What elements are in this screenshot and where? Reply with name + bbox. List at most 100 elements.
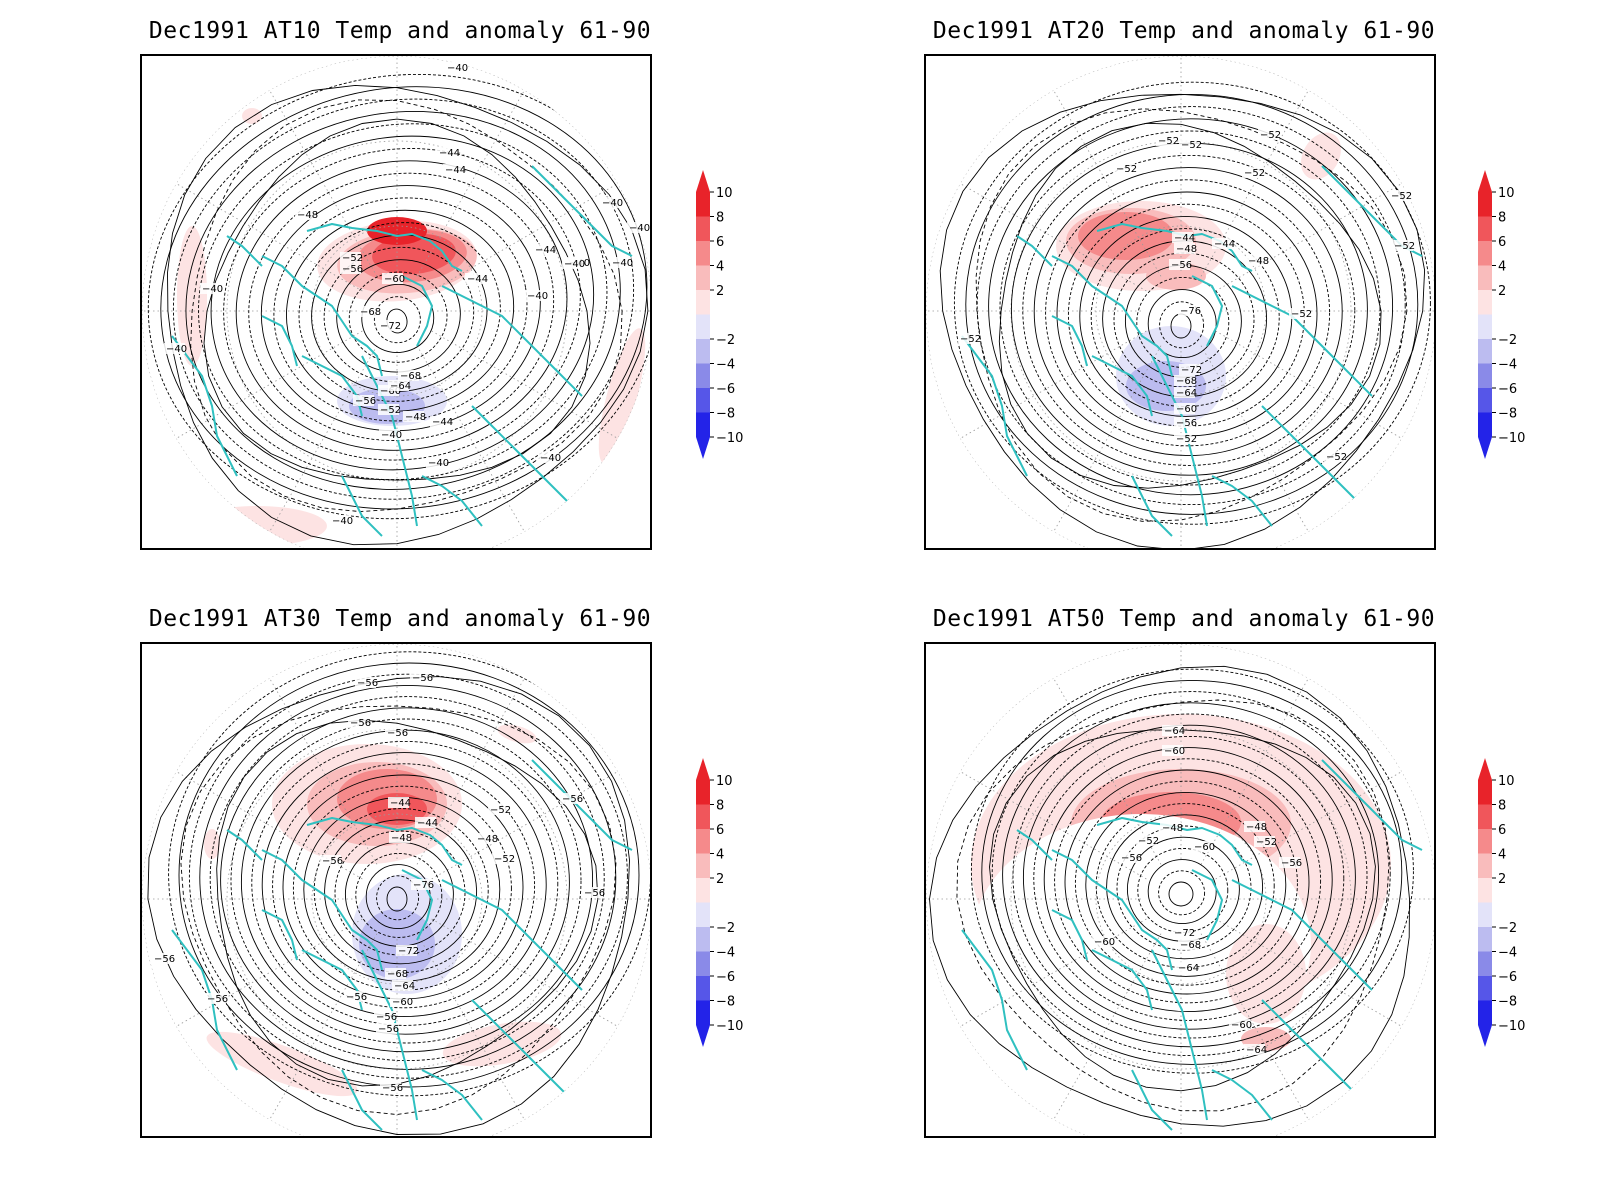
contour-label: −56 — [207, 994, 228, 1005]
graticule — [142, 56, 650, 548]
colorbar-tick-label: −6 — [716, 382, 735, 397]
contour-label: −40 — [202, 284, 223, 295]
contour-label: −56 — [562, 794, 583, 805]
colorbar-swatch — [1478, 829, 1492, 854]
anomaly-colorbar: 10 8 6 4 2 −2 −4 −6 −8 −10 — [1472, 758, 1532, 1052]
contour-label: −60 — [1176, 404, 1197, 415]
colorbar-tick-label: −6 — [716, 970, 735, 985]
colorbar-tick-label: −10 — [716, 1019, 743, 1034]
colorbar-tick-label: 2 — [1498, 284, 1506, 299]
contour-label: −44 — [1214, 239, 1235, 250]
colorbar-swatch — [1478, 339, 1492, 364]
panel-title: Dec1991 AT10 Temp and anomaly 61-90 — [148, 18, 652, 44]
colorbar-swatch — [696, 388, 710, 413]
contour-label: −52 — [494, 854, 515, 865]
anomaly-shading — [1301, 132, 1341, 180]
contour-label: −52 — [1326, 452, 1347, 463]
colorbar-top-arrow — [1478, 758, 1492, 780]
colorbar-swatch — [696, 290, 710, 315]
colorbar-bottom-arrow — [1478, 1025, 1492, 1047]
contour-label: −72 — [1174, 928, 1195, 939]
contour-label: −44 — [432, 417, 453, 428]
contour-label: −44 — [445, 165, 466, 176]
contour-label: −56 — [378, 1024, 399, 1035]
contour-label: −44 — [417, 818, 438, 829]
colorbar-top-arrow — [696, 758, 710, 780]
colorbar-swatch — [1478, 927, 1492, 952]
colorbar-tick-label: 6 — [716, 823, 724, 838]
contour-label: −40 — [612, 258, 633, 269]
contour-label: −40 — [447, 63, 468, 74]
colorbar-bottom-arrow — [696, 437, 710, 459]
colorbar-swatch — [1478, 951, 1492, 976]
colorbar-tick-label: 8 — [716, 799, 724, 814]
colorbar-swatch — [1478, 780, 1492, 805]
anomaly-colorbar: 10 8 6 4 2 −2 −4 −6 −8 −10 — [1472, 170, 1532, 464]
contour-label: −48 — [391, 833, 412, 844]
contour-label: −56 — [1176, 418, 1197, 429]
contour-label: −60 — [384, 274, 405, 285]
colorbar-swatch — [696, 853, 710, 878]
polar-map: −64 −60 −48 −48 −56 −52 −60 −52 −56 −60 −72 −68 −64 −… — [924, 642, 1436, 1138]
polar-map: −52 −52 −52 −52 −52 −52 −44 −48 −44 −56 −48 −52 −76−… — [924, 54, 1436, 550]
colorbar-swatch — [696, 339, 710, 364]
colorbar-tick-label: 10 — [1498, 774, 1515, 789]
contour-label: −40 — [602, 198, 623, 209]
colorbar-swatch — [1478, 878, 1492, 903]
colorbar-tick-label: −4 — [716, 358, 735, 373]
contour-label: −40 — [166, 344, 187, 355]
contour-label: −64 — [1164, 726, 1185, 737]
colorbar-tick-label: −10 — [716, 431, 743, 446]
colorbar-tick-label: −8 — [716, 407, 735, 422]
contour-label: −60 — [1094, 937, 1115, 948]
contour-label: −52 — [1260, 130, 1281, 141]
contour-label: −40 — [564, 259, 585, 270]
colorbar-tick-label: 4 — [716, 848, 724, 863]
contour-label: −48 — [1248, 256, 1269, 267]
contour-label: −52 — [1256, 837, 1277, 848]
colorbar-swatch — [1478, 976, 1492, 1001]
colorbar-tick-label: −2 — [1498, 921, 1517, 936]
anomaly-shading — [187, 506, 327, 546]
contour-label: −52 — [1181, 140, 1202, 151]
colorbar-tick-label: 10 — [716, 186, 733, 201]
contour-label: −52 — [1244, 168, 1265, 179]
colorbar-tick-label: 4 — [1498, 848, 1506, 863]
colorbar-swatch — [696, 829, 710, 854]
colorbar-swatch — [696, 265, 710, 290]
contour-label: −40 — [629, 223, 650, 234]
colorbar-swatch — [696, 927, 710, 952]
coastlines — [171, 165, 633, 537]
contour-label: −52 — [960, 334, 981, 345]
contour-label: −60 — [380, 386, 401, 397]
colorbar-tick-label: −2 — [716, 333, 735, 348]
colorbar-swatch — [696, 878, 710, 903]
colorbar-tick-label: −4 — [1498, 358, 1517, 373]
contour-label: −60 — [1194, 842, 1215, 853]
contour-label: −56 — [342, 264, 363, 275]
colorbar-swatch — [1478, 853, 1492, 878]
colorbar-tick-label: 2 — [716, 872, 724, 887]
contour-label: −76 — [1180, 306, 1201, 317]
contour-label: −44 — [1174, 233, 1195, 244]
colorbar-swatch — [1478, 241, 1492, 266]
colorbar-bottom-arrow — [1478, 437, 1492, 459]
colorbar-swatch — [1478, 1000, 1492, 1025]
contour-label: −72 — [1181, 365, 1202, 376]
colorbar-tick-label: 6 — [1498, 235, 1506, 250]
contour-label: −52 — [342, 253, 363, 264]
anomaly-shading — [206, 1031, 358, 1097]
colorbar-swatch — [696, 314, 710, 339]
contour-label: −40 — [332, 516, 353, 527]
colorbar-swatch — [1478, 265, 1492, 290]
colorbar-tick-label: 4 — [1498, 260, 1506, 275]
contour-label: −48 — [1162, 823, 1183, 834]
contour-label: −44 — [390, 798, 411, 809]
contour-label: −72 — [380, 321, 401, 332]
contour-label: −56 — [584, 888, 605, 899]
panel-title: Dec1991 AT30 Temp and anomaly 61-90 — [148, 606, 652, 632]
contour-label: −52 — [1391, 191, 1412, 202]
colorbar-swatch — [1478, 412, 1492, 437]
temperature-contours — [147, 73, 650, 546]
anomaly-colorbar: 10 8 6 4 2 −2 −4 −6 −8 −10 — [690, 758, 750, 1052]
